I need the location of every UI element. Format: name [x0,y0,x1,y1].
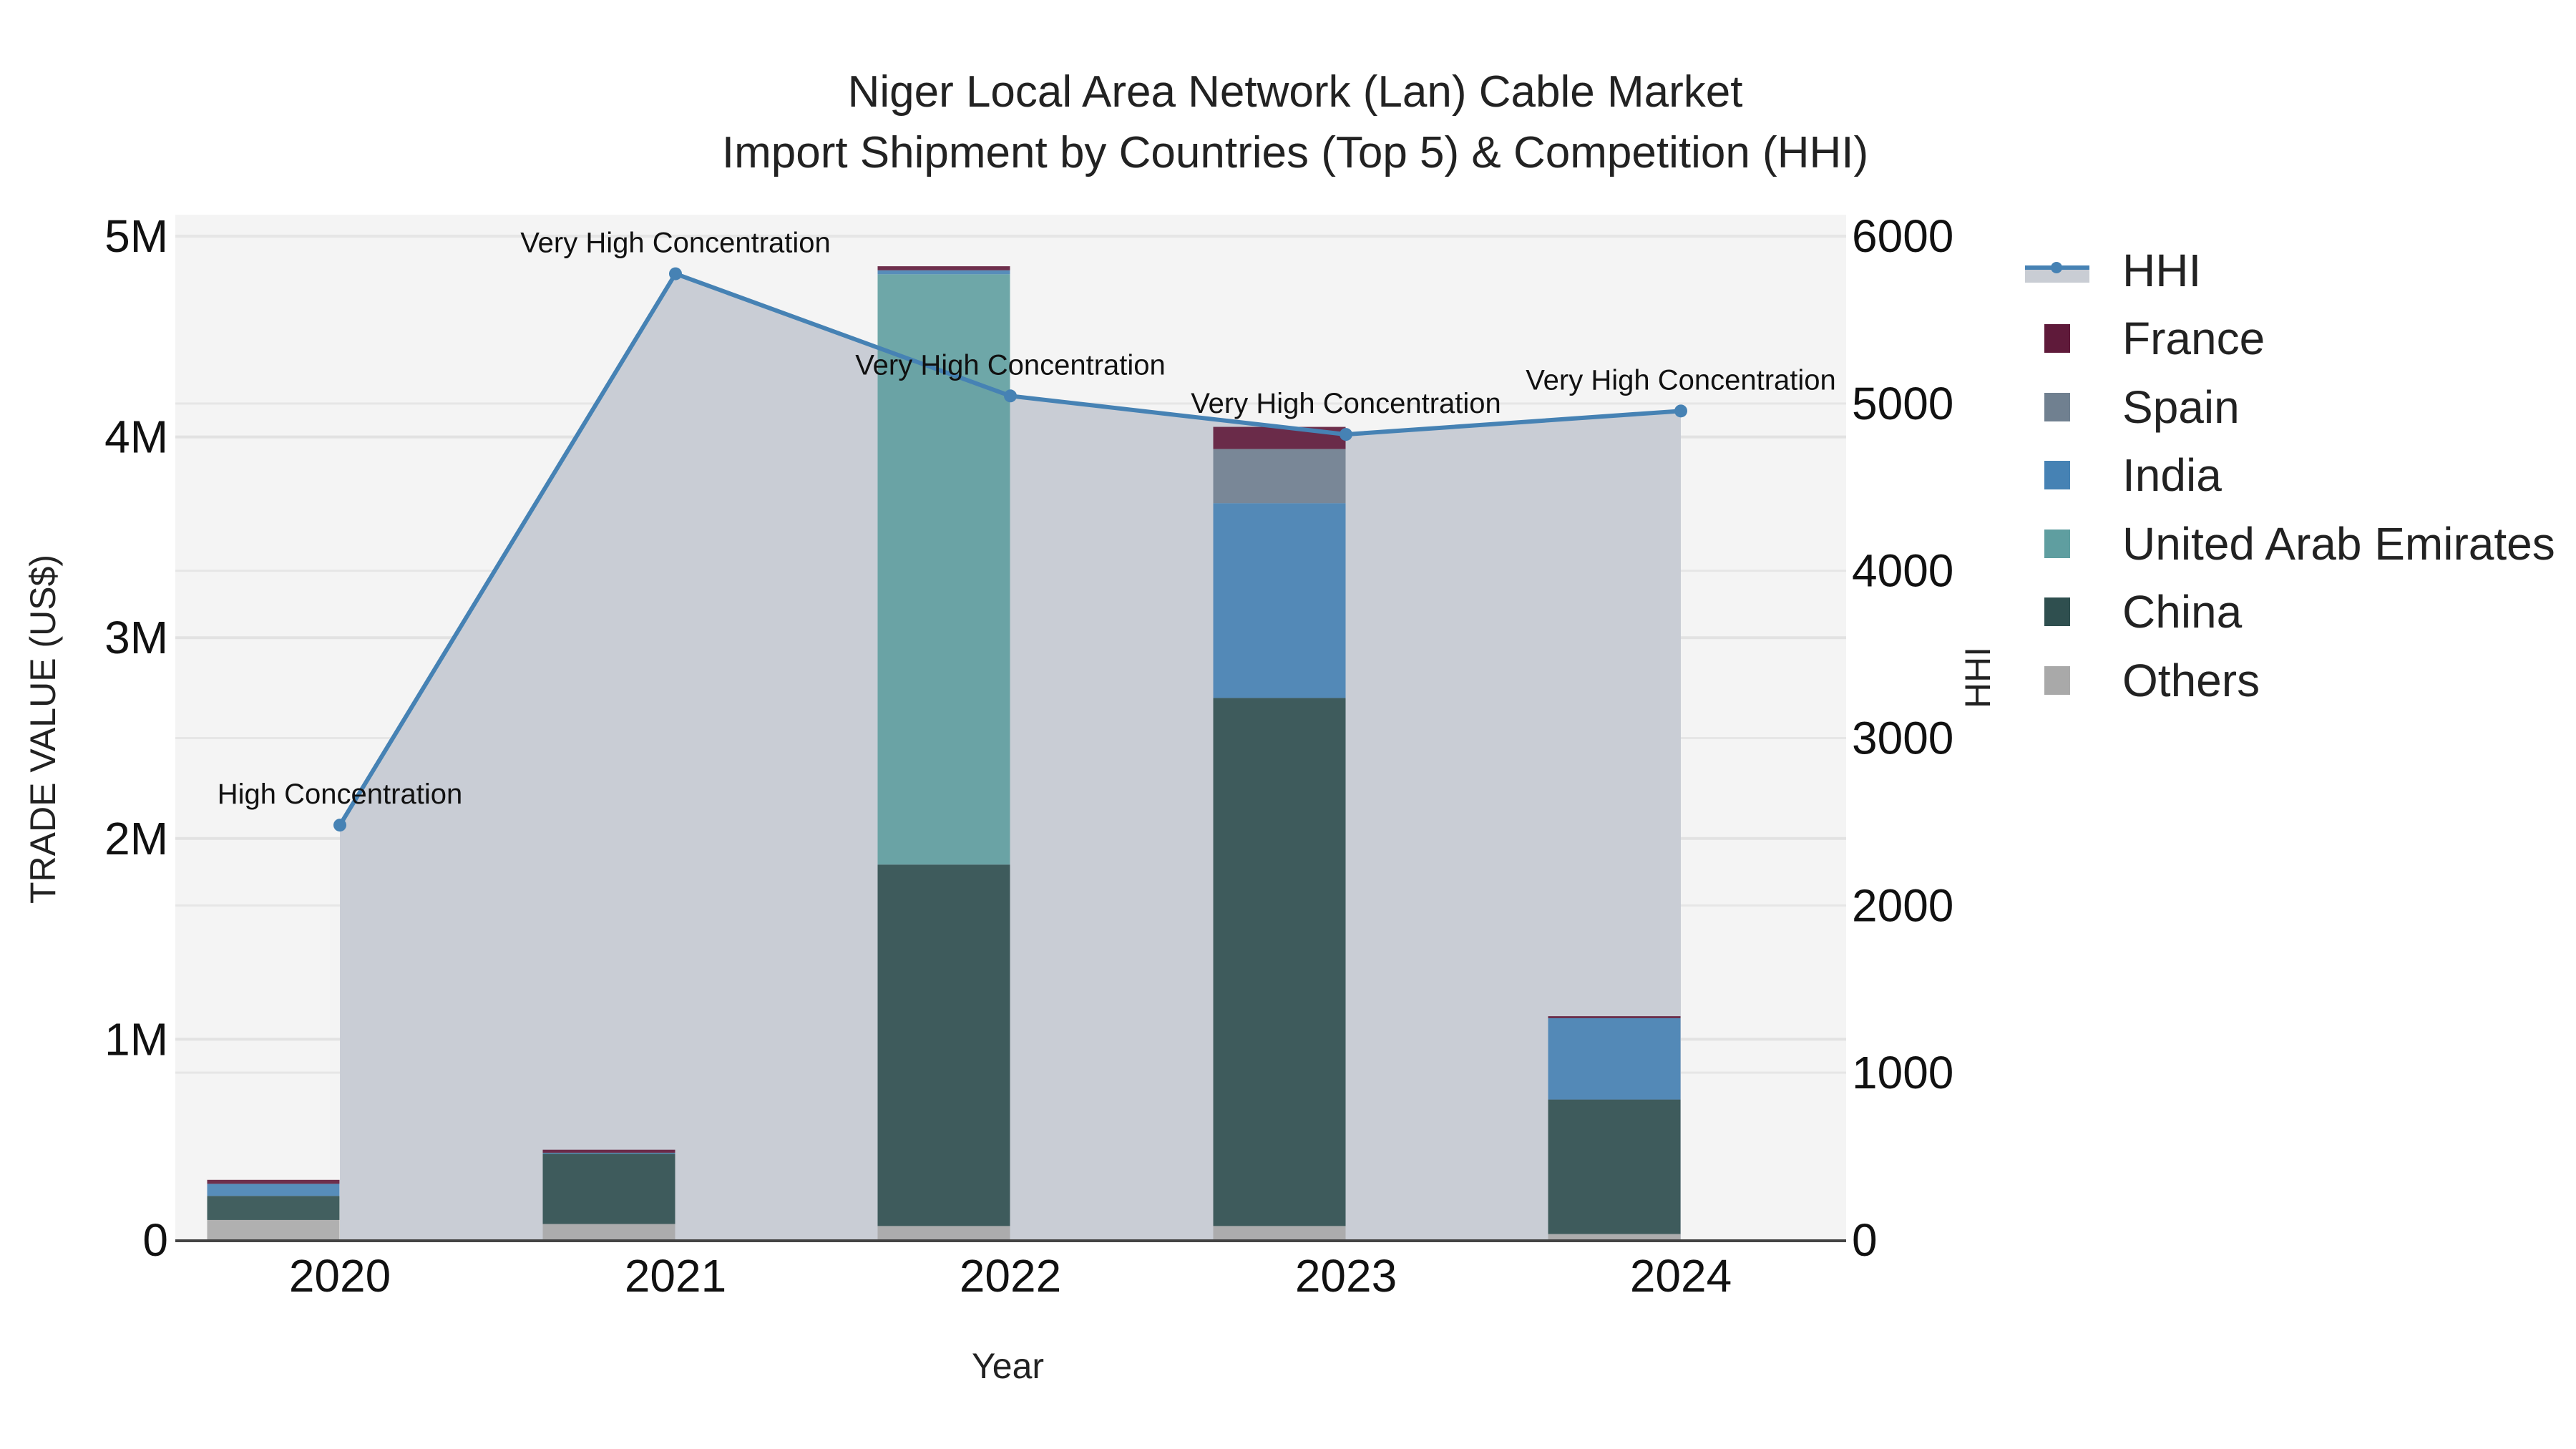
bar-segment-india[interactable] [877,270,1010,275]
square-swatch-icon [2044,597,2070,627]
hhi-annotation: High Concentration [218,779,462,810]
legend-label: Others [2122,654,2260,706]
hhi-annotation: Very High Concentration [1526,364,1836,396]
chart-title-line1: Niger Local Area Network (Lan) Cable Mar… [847,67,1743,117]
x-axis-title: Year [972,1346,1045,1386]
y-left-tick-label: 2M [104,813,168,864]
bar-segment-others[interactable] [1213,1226,1346,1240]
stacked-bars [207,266,1681,1240]
legend-label: United Arab Emirates [2122,517,2555,570]
legend-item-france[interactable]: France [2025,305,2555,374]
legend-label: China [2122,586,2243,638]
y-axis-right-ticks: 0 1000 2000 3000 4000 5000 6000 [1852,210,1953,1266]
bar-segment-china[interactable] [207,1196,340,1220]
bar-segment-india[interactable] [207,1184,340,1196]
legend-label: HHI [2122,244,2202,296]
hhi-annotation: Very High Concentration [520,228,831,259]
y-right-tick-label: 2000 [1852,879,1953,931]
legend: HHI France Spain India United Arab Emira… [2025,236,2555,715]
y-axis-left-title: TRADE VALUE (US$) [23,554,63,904]
y-right-tick-label: 1000 [1852,1047,1953,1098]
x-tick-label: 2024 [1630,1250,1732,1302]
bar-segment-others[interactable] [877,1226,1010,1240]
hhi-point[interactable] [1674,404,1687,418]
square-swatch-icon [2044,665,2070,695]
y-left-tick-label: 5M [104,210,168,262]
bar-segment-others[interactable] [207,1219,340,1240]
bar-segment-china[interactable] [1548,1099,1681,1234]
line-marker-icon [2025,258,2089,283]
bar-segment-france[interactable] [1548,1016,1681,1018]
legend-item-china[interactable]: China [2025,578,2555,647]
bar-segment-france[interactable] [207,1179,340,1184]
bar-segment-china[interactable] [542,1153,675,1224]
y-left-tick-label: 1M [104,1013,168,1065]
hhi-annotations: High Concentration Very High Concentratio… [218,228,1836,810]
bar-segment-china[interactable] [1213,698,1346,1226]
x-axis-ticks: 2020 2021 2022 2023 2024 [289,1250,1732,1302]
legend-label: Spain [2122,381,2240,433]
bar-segment-india[interactable] [1213,503,1346,698]
hhi-annotation: Very High Concentration [855,349,1166,381]
hhi-point[interactable] [333,819,346,832]
square-swatch-icon [2044,529,2070,558]
hhi-point[interactable] [1004,389,1017,403]
x-tick-label: 2021 [625,1250,726,1302]
legend-item-india[interactable]: India [2025,441,2555,510]
y-right-tick-label: 5000 [1852,378,1953,429]
legend-item-hhi[interactable]: HHI [2025,236,2555,305]
hhi-point[interactable] [669,267,682,280]
legend-item-others[interactable]: Others [2025,646,2555,715]
y-axis-left-ticks: 0 1M 2M 3M 4M 5M [104,210,168,1266]
y-right-tick-label: 6000 [1852,210,1953,262]
y-right-tick-label: 4000 [1852,545,1953,597]
square-swatch-icon [2044,461,2070,490]
bar-segment-others[interactable] [1548,1234,1681,1240]
legend-item-spain[interactable]: Spain [2025,373,2555,441]
y-left-tick-label: 0 [142,1214,168,1266]
hhi-line [333,267,1687,832]
legend-label: France [2122,313,2265,365]
bar-segment-spain[interactable] [1213,449,1346,504]
bar-segment-france[interactable] [542,1149,675,1153]
x-tick-label: 2022 [960,1250,1061,1302]
chart-title-line2: Import Shipment by Countries (Top 5) & C… [721,128,1869,177]
square-swatch-icon [2044,392,2070,421]
legend-item-uae[interactable]: United Arab Emirates [2025,509,2555,578]
y-left-tick-label: 4M [104,411,168,463]
bar-segment-china[interactable] [877,864,1010,1226]
y-left-tick-label: 3M [104,612,168,663]
bar-segment-france[interactable] [877,266,1010,270]
x-tick-label: 2020 [289,1250,391,1302]
legend-label: India [2122,449,2222,502]
x-tick-label: 2023 [1295,1250,1397,1302]
square-swatch-icon [2044,324,2070,353]
hhi-annotation: Very High Concentration [1191,388,1501,419]
bar-segment-india[interactable] [1548,1018,1681,1100]
y-right-tick-label: 0 [1852,1214,1878,1266]
hhi-point[interactable] [1340,428,1352,441]
bar-segment-others[interactable] [542,1224,675,1240]
y-axis-right-title: HHI [1958,646,1998,708]
y-right-tick-label: 3000 [1852,713,1953,764]
